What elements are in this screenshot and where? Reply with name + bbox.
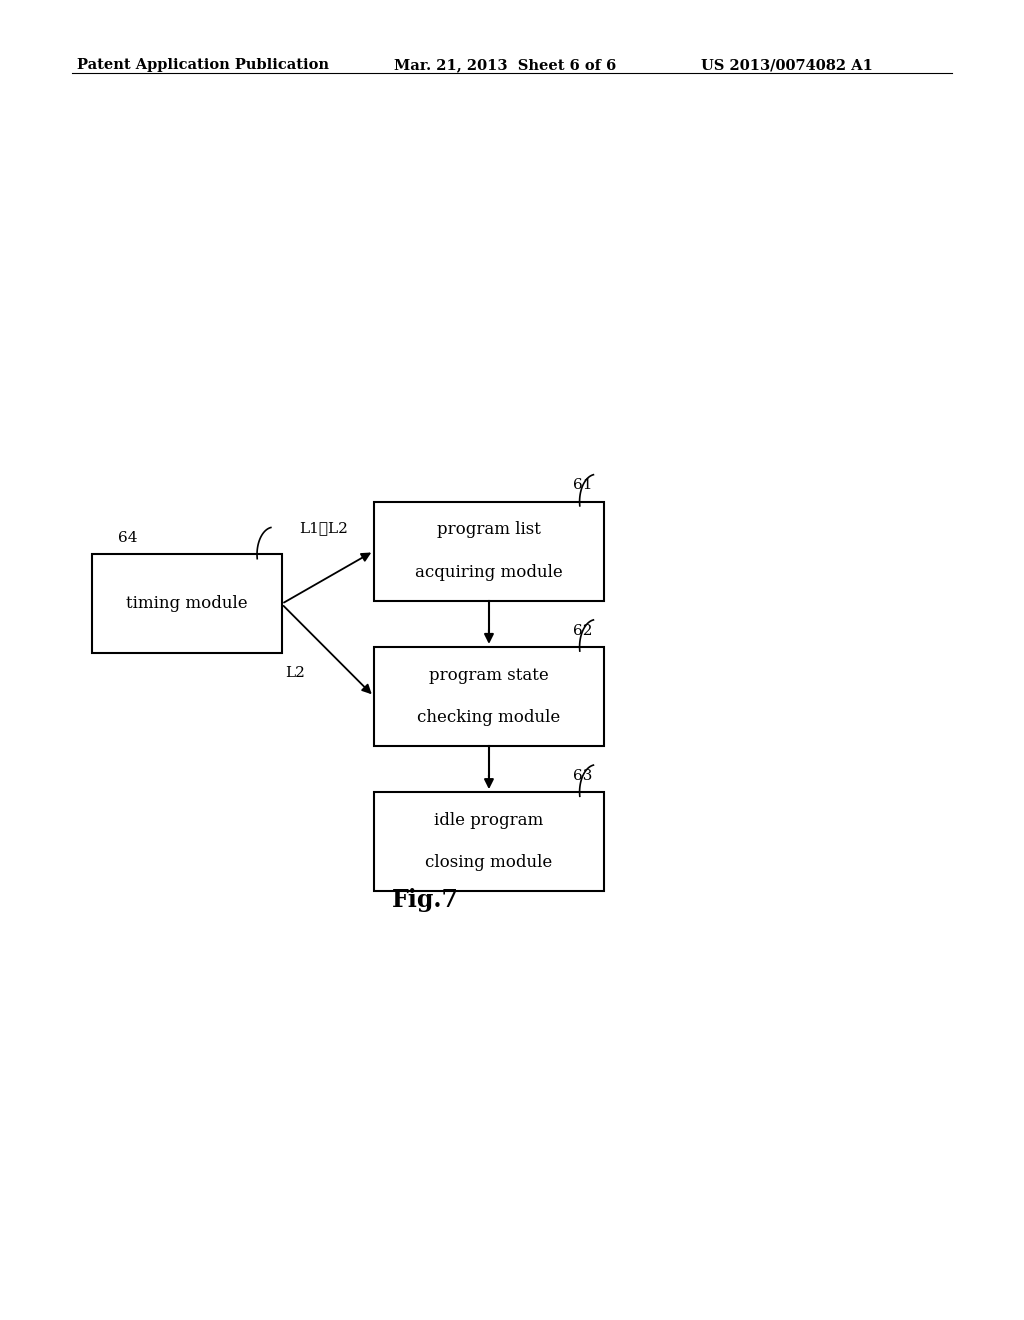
Text: Patent Application Publication: Patent Application Publication bbox=[77, 58, 329, 73]
Text: timing module: timing module bbox=[126, 595, 248, 612]
Bar bbox=[374, 792, 604, 891]
Text: program state: program state bbox=[429, 667, 549, 684]
Text: US 2013/0074082 A1: US 2013/0074082 A1 bbox=[701, 58, 873, 73]
Text: Mar. 21, 2013  Sheet 6 of 6: Mar. 21, 2013 Sheet 6 of 6 bbox=[394, 58, 616, 73]
Text: checking module: checking module bbox=[418, 709, 560, 726]
Text: 63: 63 bbox=[573, 768, 593, 783]
Bar bbox=[374, 647, 604, 746]
Text: 64: 64 bbox=[118, 531, 137, 545]
Text: closing module: closing module bbox=[425, 854, 553, 871]
Text: acquiring module: acquiring module bbox=[415, 564, 563, 581]
Bar bbox=[92, 554, 282, 653]
Text: Fig.7: Fig.7 bbox=[391, 888, 459, 912]
Text: L1、L2: L1、L2 bbox=[299, 521, 348, 535]
Text: program list: program list bbox=[437, 521, 541, 539]
Text: idle program: idle program bbox=[434, 812, 544, 829]
Text: L2: L2 bbox=[285, 667, 304, 680]
Text: 61: 61 bbox=[573, 478, 593, 492]
Bar bbox=[374, 502, 604, 601]
Text: 62: 62 bbox=[573, 623, 593, 638]
